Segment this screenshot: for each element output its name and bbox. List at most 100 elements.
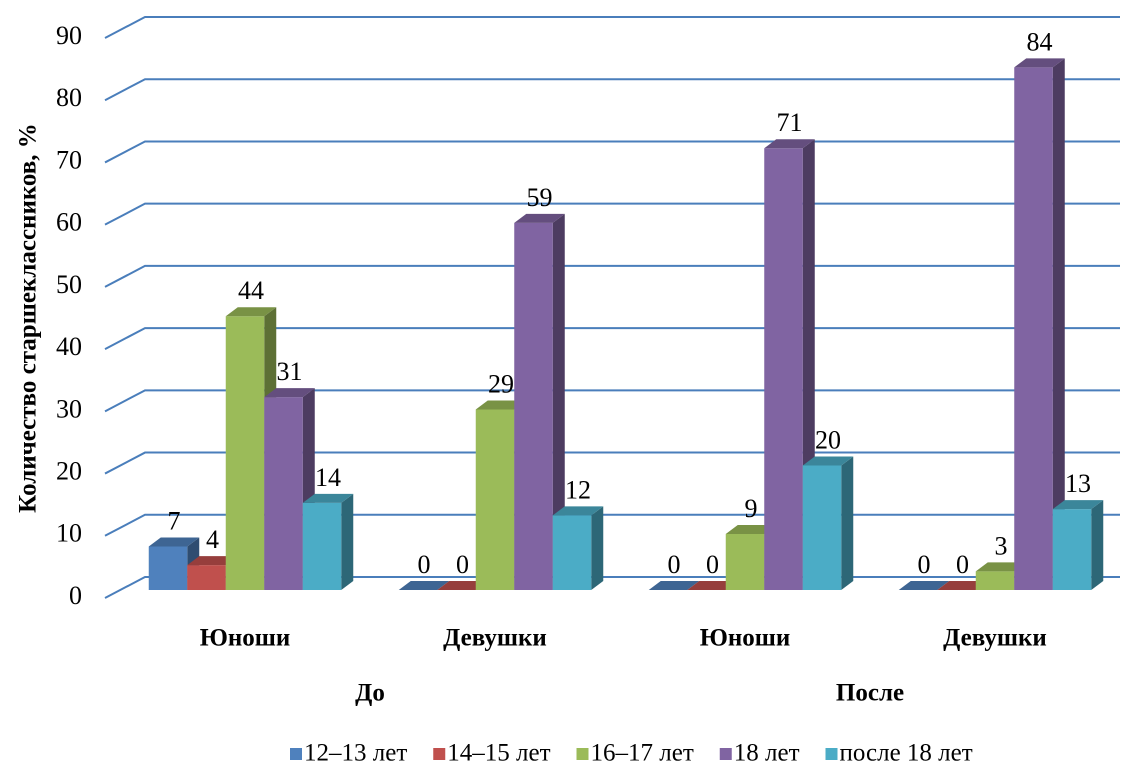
data-label: 31: [277, 357, 303, 386]
bar-top: [648, 581, 700, 590]
bar-front: [302, 502, 342, 590]
data-label: 0: [706, 550, 719, 579]
y-axis-title: Количество старшеклассников, %: [15, 123, 42, 513]
data-label: 29: [488, 370, 514, 399]
bar: [687, 581, 738, 590]
legend-swatch: [433, 748, 446, 760]
data-label: 0: [918, 550, 931, 579]
bar-side: [1052, 58, 1065, 591]
bar-top: [514, 213, 565, 223]
x-tick-label: Юноши: [200, 625, 291, 652]
bar-top: [264, 388, 315, 398]
bar-top: [148, 537, 200, 547]
data-label: 14: [315, 463, 341, 492]
grid-line: [104, 78, 1120, 102]
group-label: После: [836, 680, 904, 707]
y-tick-label: 0: [69, 581, 82, 610]
y-tick-label: 90: [56, 21, 82, 50]
grid-line: [104, 16, 1120, 39]
data-label: 0: [668, 550, 681, 579]
bar-top: [187, 556, 238, 566]
x-tick-label: Девушки: [443, 625, 547, 652]
legend-label: 14–15 лет: [447, 740, 550, 767]
y-tick-label: 30: [56, 394, 82, 423]
bar-front: [225, 316, 265, 590]
bar-top: [398, 581, 450, 590]
legend-swatch: [290, 748, 302, 760]
data-label: 59: [527, 183, 553, 212]
grid-line: [104, 202, 1120, 226]
bar-front: [264, 397, 303, 590]
bar-front: [514, 222, 553, 590]
bar-top: [898, 581, 950, 590]
bar-front: [148, 546, 188, 590]
bar: [398, 581, 450, 590]
bar-side: [341, 493, 354, 590]
bar: [302, 493, 354, 590]
bar: [1014, 58, 1065, 591]
data-label: 44: [238, 276, 264, 305]
bar-side: [1091, 500, 1104, 590]
data-label: 4: [206, 525, 219, 554]
bar-side: [841, 456, 854, 590]
bar-front: [1052, 509, 1092, 590]
legend-label: 18 лет: [734, 740, 800, 767]
data-label: 0: [418, 550, 431, 579]
y-tick-label: 10: [56, 519, 82, 548]
bar-top: [225, 307, 277, 317]
bar-top: [764, 139, 815, 149]
data-label: 0: [956, 550, 969, 579]
grid-line: [104, 140, 1120, 164]
bar-top: [1052, 500, 1104, 510]
bar-top: [302, 493, 354, 503]
bar-front: [1014, 67, 1053, 591]
bar-side: [552, 213, 565, 590]
bar-top: [937, 581, 988, 590]
bar: [552, 506, 604, 590]
bar: [937, 581, 988, 590]
bar: [802, 456, 854, 590]
data-label: 0: [456, 550, 469, 579]
legend-label: 12–13 лет: [304, 740, 407, 767]
data-label: 12: [565, 475, 591, 504]
bar-top: [975, 562, 1027, 572]
bar-top: [725, 525, 777, 534]
bar-top: [1014, 58, 1065, 68]
bar-front: [725, 534, 765, 590]
bar-top: [437, 581, 488, 590]
bar-top: [687, 581, 738, 590]
legend-label: после 18 лет: [840, 740, 973, 767]
legend-swatch: [576, 748, 589, 760]
data-label: 20: [815, 426, 841, 455]
bar-front: [552, 515, 592, 590]
y-tick-label: 60: [56, 208, 82, 237]
bar: [514, 213, 565, 590]
bar-front: [975, 571, 1015, 590]
bar-top: [552, 506, 604, 516]
data-label: 7: [168, 506, 181, 535]
bar-front: [764, 148, 803, 590]
legend-label: 16–17 лет: [591, 740, 694, 767]
bar: [898, 581, 950, 590]
data-label: 71: [777, 108, 803, 137]
legend-swatch: [825, 748, 838, 760]
bar-top: [475, 400, 527, 410]
bar: [264, 388, 315, 590]
bar: [437, 581, 488, 590]
bar: [648, 581, 700, 590]
bar-top: [802, 456, 854, 466]
y-tick-label: 40: [56, 332, 82, 361]
y-tick-label: 50: [56, 270, 82, 299]
y-tick-label: 20: [56, 457, 82, 486]
x-tick-label: Девушки: [943, 625, 1047, 652]
data-label: 9: [745, 494, 758, 523]
data-label: 13: [1065, 469, 1091, 498]
data-label: 84: [1027, 27, 1053, 56]
bar-front: [475, 409, 515, 590]
legend-swatch: [719, 748, 732, 760]
bar: [1052, 500, 1104, 590]
x-tick-label: Юноши: [700, 625, 791, 652]
data-label: 3: [995, 531, 1008, 560]
group-label: До: [355, 680, 385, 707]
